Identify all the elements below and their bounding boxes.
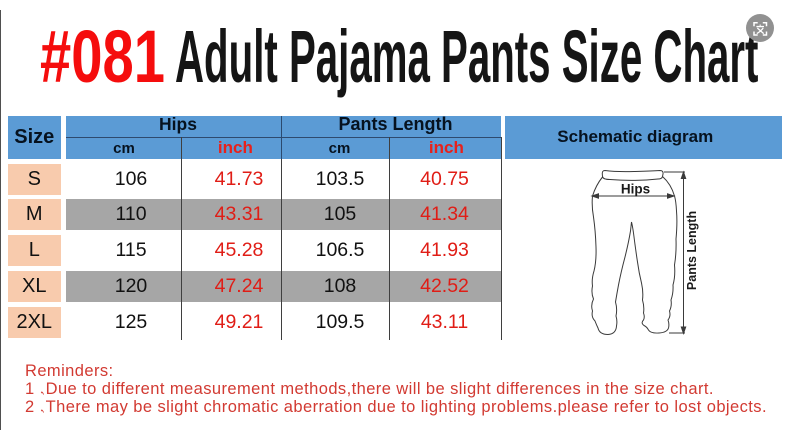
svg-text:Hips: Hips (621, 182, 650, 197)
svg-text:Pants Length: Pants Length (685, 211, 699, 290)
